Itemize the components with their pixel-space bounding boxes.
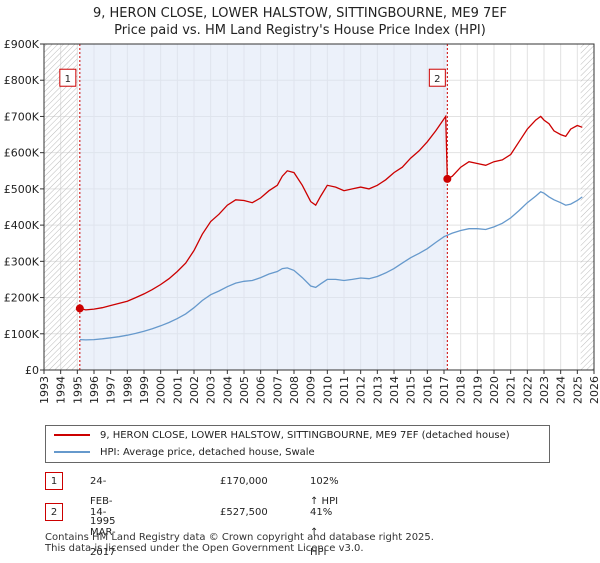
- legend-price-label: 9, HERON CLOSE, LOWER HALSTOW, SITTINGBO…: [100, 430, 510, 441]
- x-tick-label: 2003: [205, 376, 218, 404]
- sale-price: £527,500: [220, 507, 268, 518]
- x-tick-label: 2007: [271, 376, 284, 404]
- x-tick-label: 2013: [371, 376, 384, 404]
- x-tick-label: 2006: [255, 376, 268, 404]
- y-tick-label: £400K: [4, 219, 40, 232]
- sale-marker-label: 1: [65, 74, 71, 85]
- x-tick-label: 2023: [538, 376, 551, 404]
- x-tick-label: 2025: [571, 376, 584, 404]
- x-tick-label: 2019: [471, 376, 484, 404]
- x-tick-label: 2008: [288, 376, 301, 404]
- plot-border: [43, 43, 595, 371]
- x-tick-label: 2010: [321, 376, 334, 404]
- sale-marker-badge: [428, 68, 446, 87]
- forecast-hatch: [580, 44, 594, 370]
- sale-number-badge: 1: [45, 472, 63, 490]
- x-tick-label: 1998: [121, 376, 134, 404]
- x-tick-label: 2024: [555, 376, 568, 404]
- y-tick-label: £600K: [4, 147, 40, 160]
- y-tick-label: £300K: [4, 255, 40, 268]
- sale-date: 14-MAR-2017: [90, 507, 116, 558]
- sale-hpi-change: 41% ↑ HPI: [310, 507, 333, 558]
- y-tick-label: £900K: [4, 38, 40, 51]
- sale-number-badge: 2: [45, 503, 63, 521]
- sale-hpi-change: 102% ↑ HPI: [310, 476, 339, 507]
- y-tick-label: £700K: [4, 110, 40, 123]
- legend-item-hpi: HPI: Average price, detached house, Swal…: [54, 446, 315, 460]
- legend-item-price: 9, HERON CLOSE, LOWER HALSTOW, SITTINGBO…: [54, 429, 510, 443]
- pre-sale-shade: [79, 44, 448, 370]
- sale-marker-label: 2: [434, 74, 440, 85]
- footer-copyright: Contains HM Land Registry data © Crown c…: [45, 532, 434, 543]
- y-tick-label: £200K: [4, 292, 40, 305]
- x-tick-label: 1993: [38, 376, 51, 404]
- x-tick-label: 2004: [221, 376, 234, 404]
- x-tick-label: 2014: [388, 376, 401, 404]
- y-tick-label: £800K: [4, 74, 40, 87]
- x-tick-label: 1997: [105, 376, 118, 404]
- x-tick-label: 1995: [71, 376, 84, 404]
- hpi-series-line: [79, 191, 583, 341]
- price-series-line: [79, 114, 583, 311]
- x-tick-label: 2001: [171, 376, 184, 404]
- x-tick-label: 1996: [88, 376, 101, 404]
- x-tick-label: 2018: [455, 376, 468, 404]
- y-tick-label: £500K: [4, 183, 40, 196]
- sale-price: £170,000: [220, 476, 268, 487]
- y-tick-label: £100K: [4, 328, 40, 341]
- sale-marker-point: [443, 174, 452, 183]
- x-tick-label: 1994: [55, 376, 68, 404]
- x-tick-label: 2015: [405, 376, 418, 404]
- legend: 9, HERON CLOSE, LOWER HALSTOW, SITTINGBO…: [45, 425, 550, 463]
- footer-licence: This data is licensed under the Open Gov…: [45, 543, 364, 554]
- chart-title-line1: 9, HERON CLOSE, LOWER HALSTOW, SITTINGBO…: [92, 6, 507, 21]
- chart-title-line2: Price paid vs. HM Land Registry's House …: [114, 23, 486, 38]
- x-tick-label: 2021: [505, 376, 518, 404]
- x-tick-label: 2009: [305, 376, 318, 404]
- x-tick-label: 2005: [238, 376, 251, 404]
- x-tick-label: 2017: [438, 376, 451, 404]
- x-tick-label: 2016: [421, 376, 434, 404]
- x-tick-label: 2000: [155, 376, 168, 404]
- sale-date: 24-FEB-1995: [90, 476, 116, 527]
- y-tick-label: £0: [25, 364, 39, 377]
- legend-hpi-label: HPI: Average price, detached house, Swal…: [100, 447, 315, 458]
- y-axis: £0 £100K £200K £300K £400K £500K £600K £700K £80…: [4, 38, 44, 377]
- x-tick-label: 2020: [488, 376, 501, 404]
- x-tick-label: 2012: [355, 376, 368, 404]
- sale-marker-badge: [59, 68, 77, 87]
- sale-marker-point: [75, 304, 84, 313]
- legend-price-swatch: [54, 434, 90, 436]
- x-tick-label: 2026: [588, 376, 600, 404]
- x-tick-label: 2002: [188, 376, 201, 404]
- x-tick-label: 2022: [521, 376, 534, 404]
- x-tick-label: 1999: [138, 376, 151, 404]
- x-axis: 1993 1994 1995 1996 1997 1998 1999 2000 2001 2002…: [38, 370, 600, 404]
- early-hatch: [44, 44, 78, 370]
- price-chart: £0 £100K £200K £300K £400K £500K £600K £700K £80…: [4, 38, 600, 404]
- x-tick-label: 2011: [338, 376, 351, 404]
- legend-hpi-swatch: [54, 451, 90, 453]
